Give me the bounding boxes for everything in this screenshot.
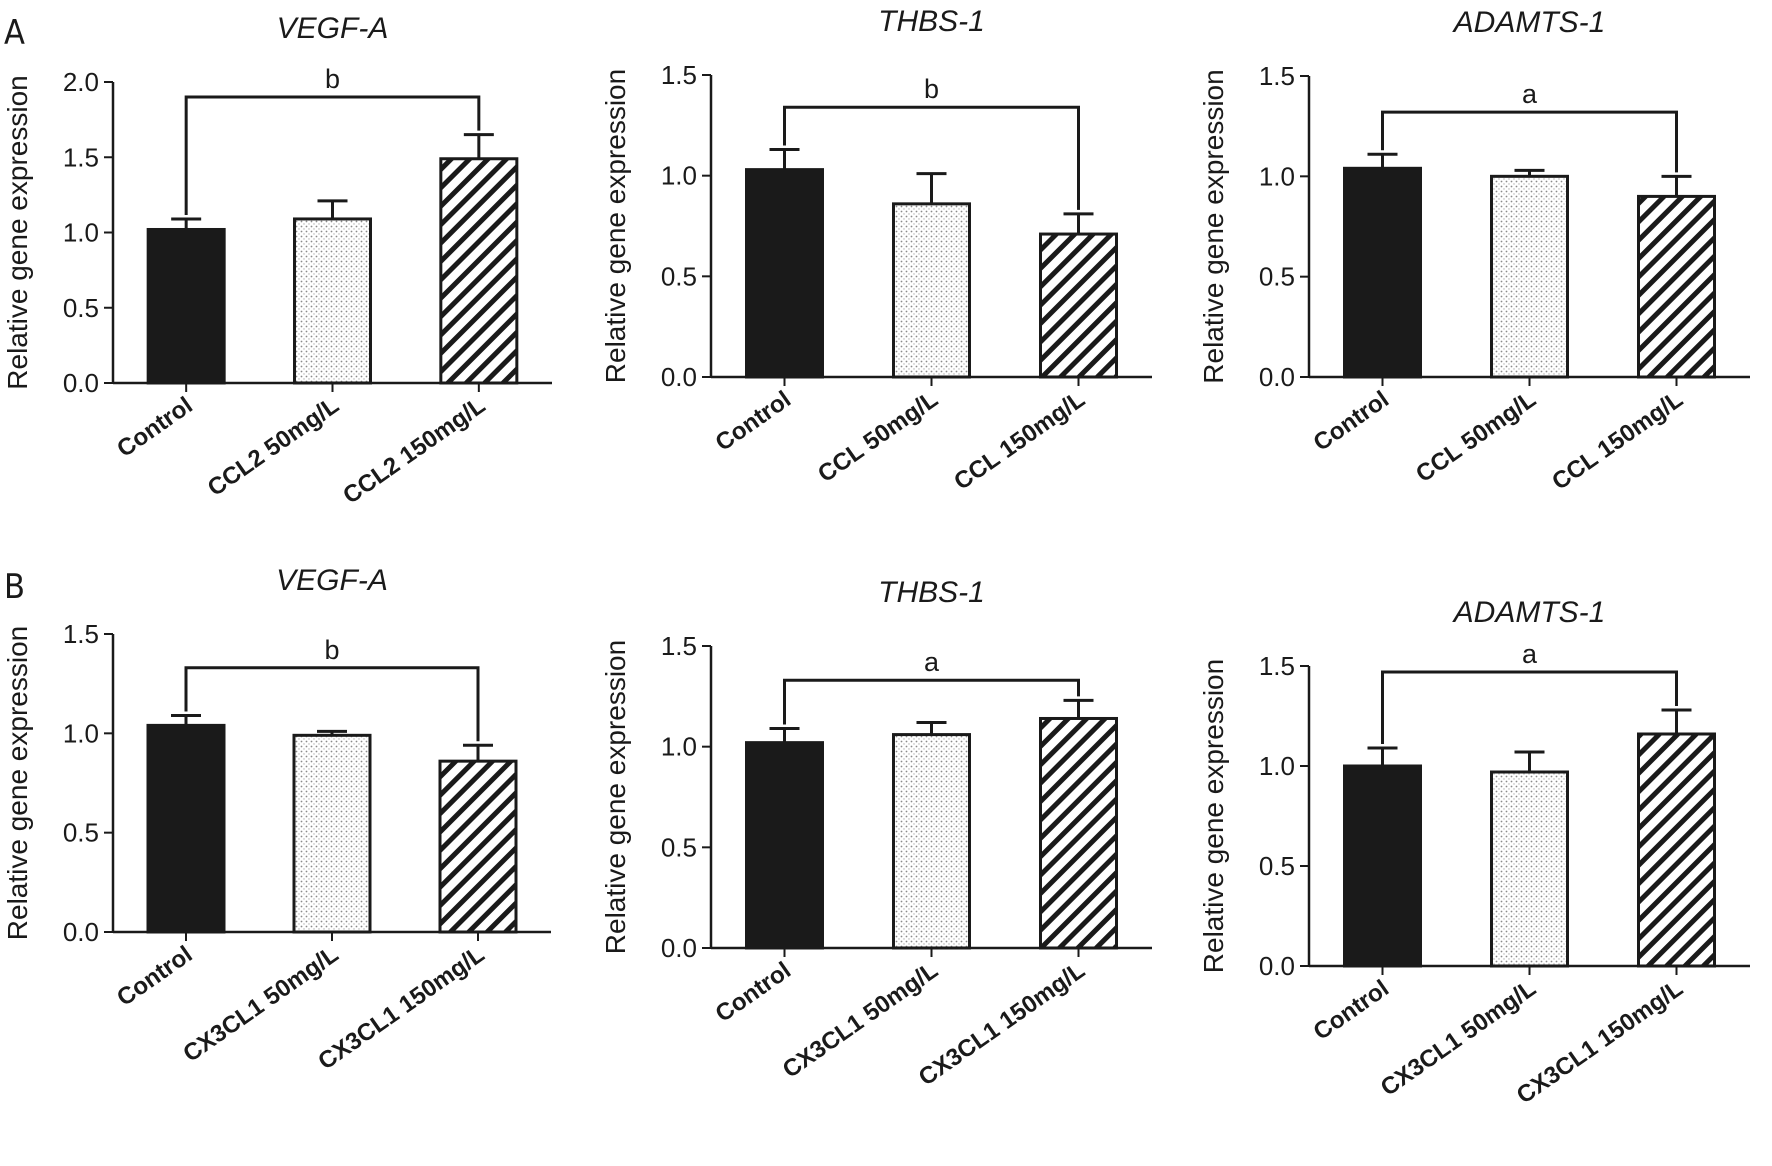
bar-hatched bbox=[1039, 716, 1118, 950]
bar-hatched bbox=[1039, 232, 1118, 379]
x-tick-label: CX3CL1 50mg/L bbox=[1376, 975, 1541, 1102]
y-tick-label: 1.0 bbox=[1259, 751, 1295, 781]
significance-label: b bbox=[325, 64, 340, 94]
y-tick-label: 1.0 bbox=[1259, 161, 1295, 191]
x-tick-label: CCL 50mg/L bbox=[813, 386, 943, 488]
x-tick-label: Control bbox=[112, 941, 197, 1012]
y-tick-label: 1.5 bbox=[1259, 61, 1295, 91]
bar-dotted bbox=[292, 733, 372, 934]
bar-dotted bbox=[1490, 174, 1569, 379]
chart-title: THBS-1 bbox=[878, 576, 985, 609]
y-tick-label: 0.5 bbox=[1259, 262, 1295, 292]
bar-dotted bbox=[293, 217, 372, 385]
significance-label: a bbox=[1522, 79, 1538, 109]
y-tick-label: 1.0 bbox=[661, 161, 697, 191]
y-axis-label: Relative gene expression bbox=[2, 626, 33, 940]
significance-label: b bbox=[924, 74, 939, 104]
bar-dotted bbox=[892, 733, 971, 950]
bar-solid bbox=[1343, 166, 1422, 379]
bar-solid bbox=[745, 168, 824, 379]
y-tick-label: 1.5 bbox=[1259, 651, 1295, 681]
chart-5: THBS-1 Relative gene expression 0.0 0.5 1.0 1… bbox=[600, 576, 1152, 1091]
bar-dotted bbox=[1490, 770, 1569, 968]
y-tick-label: 0.5 bbox=[661, 261, 697, 291]
x-tick-label: CCL2 150mg/L bbox=[338, 392, 490, 510]
chart-2: THBS-1 Relative gene expression 0.0 0.5 1.0 1… bbox=[600, 5, 1152, 496]
y-tick-label: 0.0 bbox=[661, 362, 697, 392]
chart-1: VEGF-A Relative gene expression 0.0 0.5 1.0 1… bbox=[2, 12, 552, 510]
chart-title: THBS-1 bbox=[878, 5, 985, 38]
significance-label: a bbox=[1522, 639, 1538, 669]
bar-hatched bbox=[1637, 194, 1716, 379]
y-tick-label: 0.5 bbox=[63, 293, 99, 323]
y-tick-label: 0.0 bbox=[63, 368, 99, 398]
y-tick-label: 0.5 bbox=[63, 818, 99, 848]
y-tick-label: 1.0 bbox=[63, 718, 99, 748]
y-tick-label: 1.5 bbox=[63, 619, 99, 649]
y-tick-label: 1.5 bbox=[661, 60, 697, 90]
chart-title: ADAMTS-1 bbox=[1452, 6, 1606, 39]
significance-label: a bbox=[924, 647, 940, 677]
y-tick-label: 0.0 bbox=[1259, 951, 1295, 981]
bar-solid bbox=[745, 741, 824, 950]
charts-grid: VEGF-A Relative gene expression 0.0 0.5 1.0 1… bbox=[2, 5, 1750, 1109]
y-tick-label: 2.0 bbox=[63, 67, 99, 97]
y-axis-label: Relative gene expression bbox=[1198, 659, 1229, 973]
bar-solid bbox=[146, 227, 226, 385]
x-tick-label: CCL 150mg/L bbox=[949, 386, 1090, 496]
x-tick-label: CX3CL1 50mg/L bbox=[778, 957, 943, 1084]
y-axis-label: Relative gene expression bbox=[2, 75, 33, 389]
x-tick-label: Control bbox=[1309, 386, 1394, 457]
significance-bracket bbox=[1381, 110, 1678, 173]
significance-bracket bbox=[184, 95, 481, 215]
chart-6: ADAMTS-1 Relative gene expression 0.0 0.5 1.… bbox=[1198, 596, 1750, 1109]
x-tick-label: Control bbox=[711, 957, 796, 1028]
chart-3: ADAMTS-1 Relative gene expression 0.0 0.5 1.… bbox=[1198, 6, 1750, 496]
bar-solid bbox=[146, 723, 226, 934]
y-tick-label: 1.5 bbox=[63, 142, 99, 172]
chart-4: VEGF-A Relative gene expression 0.0 0.5 1.0 1… bbox=[2, 564, 551, 1075]
significance-bracket bbox=[1381, 670, 1678, 744]
bar-dotted bbox=[892, 202, 971, 379]
x-tick-label: Control bbox=[112, 392, 197, 463]
panel-letter-a: A bbox=[4, 13, 25, 53]
significance-label: b bbox=[324, 635, 339, 665]
y-tick-label: 1.5 bbox=[661, 631, 697, 661]
y-axis-label: Relative gene expression bbox=[1198, 69, 1229, 383]
chart-title: VEGF-A bbox=[276, 564, 388, 597]
y-tick-label: 0.0 bbox=[1259, 362, 1295, 392]
y-tick-label: 0.0 bbox=[661, 933, 697, 963]
chart-title: VEGF-A bbox=[277, 12, 389, 45]
bar-hatched bbox=[1637, 732, 1716, 968]
significance-bracket bbox=[184, 666, 480, 742]
y-axis-label: Relative gene expression bbox=[600, 640, 631, 954]
x-tick-label: CCL 150mg/L bbox=[1547, 386, 1688, 496]
bar-hatched bbox=[438, 759, 518, 934]
y-tick-label: 1.0 bbox=[661, 732, 697, 762]
panel-letter-b: B bbox=[4, 567, 25, 607]
x-tick-label: CCL2 50mg/L bbox=[203, 392, 344, 502]
significance-bracket bbox=[783, 105, 1080, 210]
significance-bracket bbox=[783, 678, 1080, 725]
y-tick-label: 0.5 bbox=[1259, 851, 1295, 881]
y-tick-label: 0.5 bbox=[661, 832, 697, 862]
bar-solid bbox=[1343, 764, 1422, 968]
x-tick-label: Control bbox=[1309, 975, 1394, 1046]
y-axis-label: Relative gene expression bbox=[600, 69, 631, 383]
chart-title: ADAMTS-1 bbox=[1452, 596, 1606, 629]
y-tick-label: 0.0 bbox=[63, 917, 99, 947]
x-tick-label: Control bbox=[711, 386, 796, 457]
x-tick-label: CCL 50mg/L bbox=[1411, 386, 1541, 488]
bar-hatched bbox=[439, 157, 519, 385]
y-tick-label: 1.0 bbox=[63, 218, 99, 248]
